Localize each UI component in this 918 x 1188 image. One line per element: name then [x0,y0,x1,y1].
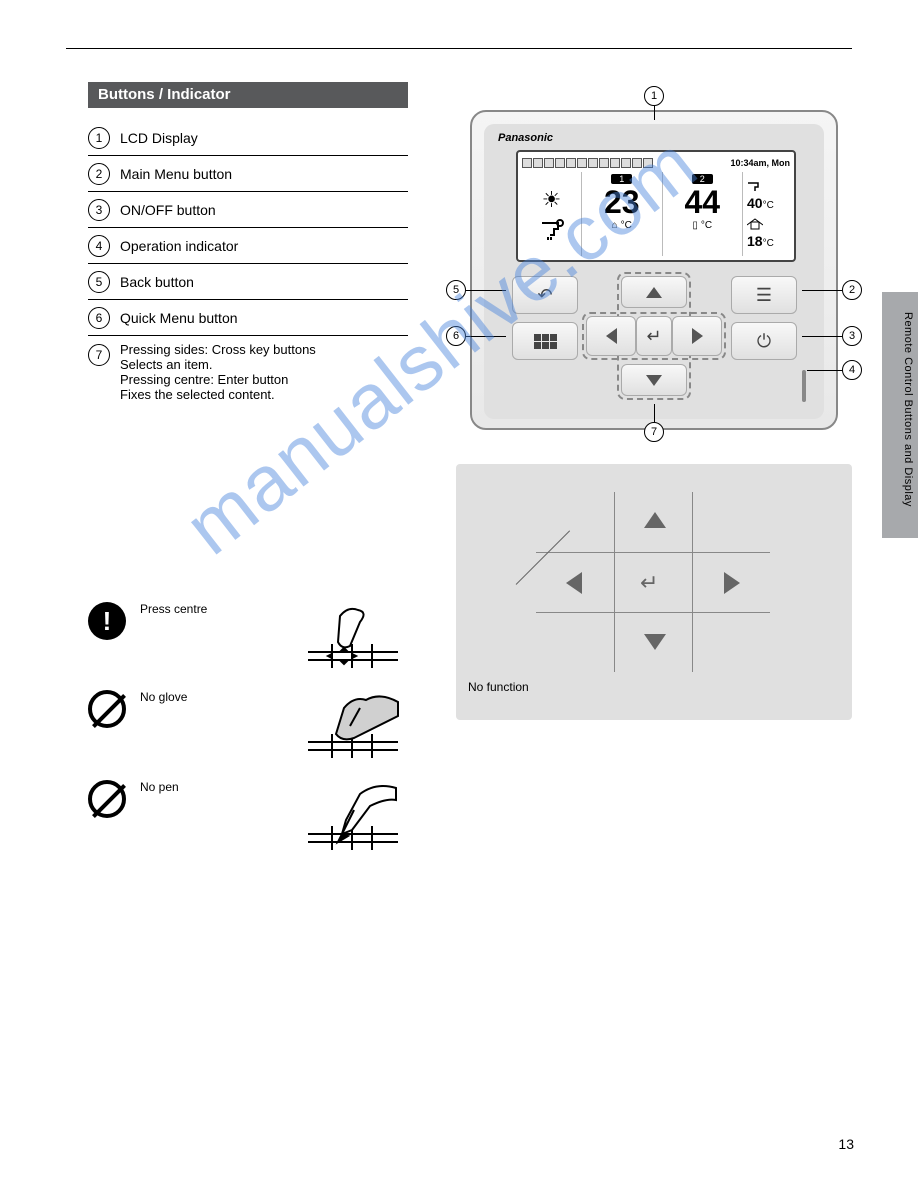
prohibit-icon [88,690,126,728]
zone-1: 1 23 ⌂°C [582,172,663,256]
keypad: ↶ ☰ ⏻ ↵ [506,270,806,405]
right-arrow-icon [724,572,740,594]
callout-line [802,336,842,337]
button-list: 1 LCD Display 2 Main Menu button 3 ON/OF… [88,120,408,408]
zone-temp: 23 [604,186,640,218]
alert-icon: ! [88,602,126,640]
callout-number: 1 [88,127,110,149]
callout-number: 2 [88,163,110,185]
instruction-text: Press centre [140,602,284,618]
callout-line [807,370,843,371]
operation-indicator [802,370,806,402]
instruction-row: No glove [88,690,408,760]
list-label: ON/OFF button [120,202,216,218]
list-item: 3 ON/OFF button [88,192,408,228]
list-label: Pressing sides: Cross key buttons Select… [120,342,316,402]
clock-label: 10:34am, Mon [730,158,790,168]
lcd-display: 10:34am, Mon ☀ 1 23 ⌂°C [516,150,796,262]
zone-number: 2 [692,174,713,184]
callout-line [466,290,506,291]
callout-4: 4 [842,360,862,380]
enter-icon: ↵ [640,570,658,596]
callout-number: 7 [88,344,110,366]
down-arrow-icon [644,634,666,650]
list-label: Back button [120,274,194,290]
side-readings: 40°C 18°C [742,172,790,256]
callout-5: 5 [446,280,466,300]
prohibit-icon [88,780,126,818]
list-label: LCD Display [120,130,198,146]
callout-number: 4 [88,235,110,257]
tank-reading: 40°C [747,180,786,211]
zone-number: 1 [611,174,632,184]
status-icons [522,158,653,168]
callout-number: 5 [88,271,110,293]
down-button[interactable] [621,364,687,396]
up-button[interactable] [621,276,687,308]
list-item: 4 Operation indicator [88,228,408,264]
list-item: 6 Quick Menu button [88,300,408,336]
zone-display: 1 23 ⌂°C 2 44 ▯°C [582,172,742,256]
top-rule [66,48,852,49]
zone-unit: ▯°C [692,220,712,231]
up-arrow-icon [644,512,666,528]
callout-3: 3 [842,326,862,346]
lcd-status-bar: 10:34am, Mon [522,155,790,171]
cross-grid: ↵ [536,492,770,672]
power-button[interactable]: ⏻ [731,322,797,360]
instruction-text: No glove [140,690,284,706]
list-item: 5 Back button [88,264,408,300]
callout-6: 6 [446,326,466,346]
cross-key-detail: ↵ No function [456,464,852,720]
callout-7: 7 [644,422,664,442]
callout-line [654,404,655,422]
callout-line [466,336,506,337]
no-function-label: No function [468,680,529,694]
callout-line [802,290,842,291]
instruction-row: No pen [88,780,408,850]
section-header: Buttons / Indicator [88,82,408,108]
callout-line [654,106,655,120]
instruction-row: ! Press centre [88,602,408,672]
brand-label: Panasonic [498,132,553,144]
lcd-main: ☀ 1 23 ⌂°C 2 44 ▯°C [522,172,790,256]
instruction-text: No pen [140,780,284,796]
back-button[interactable]: ↶ [512,276,578,314]
sun-icon: ☀ [542,187,562,213]
page-number: 13 [838,1136,854,1152]
zone-temp: 44 [684,186,720,218]
quick-menu-button[interactable] [512,322,578,360]
list-item: 7 Pressing sides: Cross key buttons Sele… [88,336,408,408]
glove-icon [298,690,408,760]
callout-1: 1 [644,86,664,106]
tap-icon [538,219,566,241]
left-button[interactable] [586,316,636,356]
callout-2: 2 [842,280,862,300]
left-arrow-icon [566,572,582,594]
zone-unit: ⌂°C [612,220,632,231]
list-item: 1 LCD Display [88,120,408,156]
outdoor-reading: 18°C [747,218,786,249]
zone-2: 2 44 ▯°C [663,172,743,256]
list-label: Operation indicator [120,238,238,254]
finger-press-icon [298,602,408,672]
callout-number: 6 [88,307,110,329]
mode-icons: ☀ [522,172,582,256]
menu-button[interactable]: ☰ [731,276,797,314]
enter-button[interactable]: ↵ [636,316,672,356]
remote-controller: Panasonic 10:34am, Mon ☀ [450,90,858,440]
side-tab-label: Remote Control Buttons and Display [902,312,914,507]
right-button[interactable] [672,316,722,356]
callout-number: 3 [88,199,110,221]
list-label: Quick Menu button [120,310,238,326]
list-item: 2 Main Menu button [88,156,408,192]
pen-icon [298,780,408,850]
list-label: Main Menu button [120,166,232,182]
